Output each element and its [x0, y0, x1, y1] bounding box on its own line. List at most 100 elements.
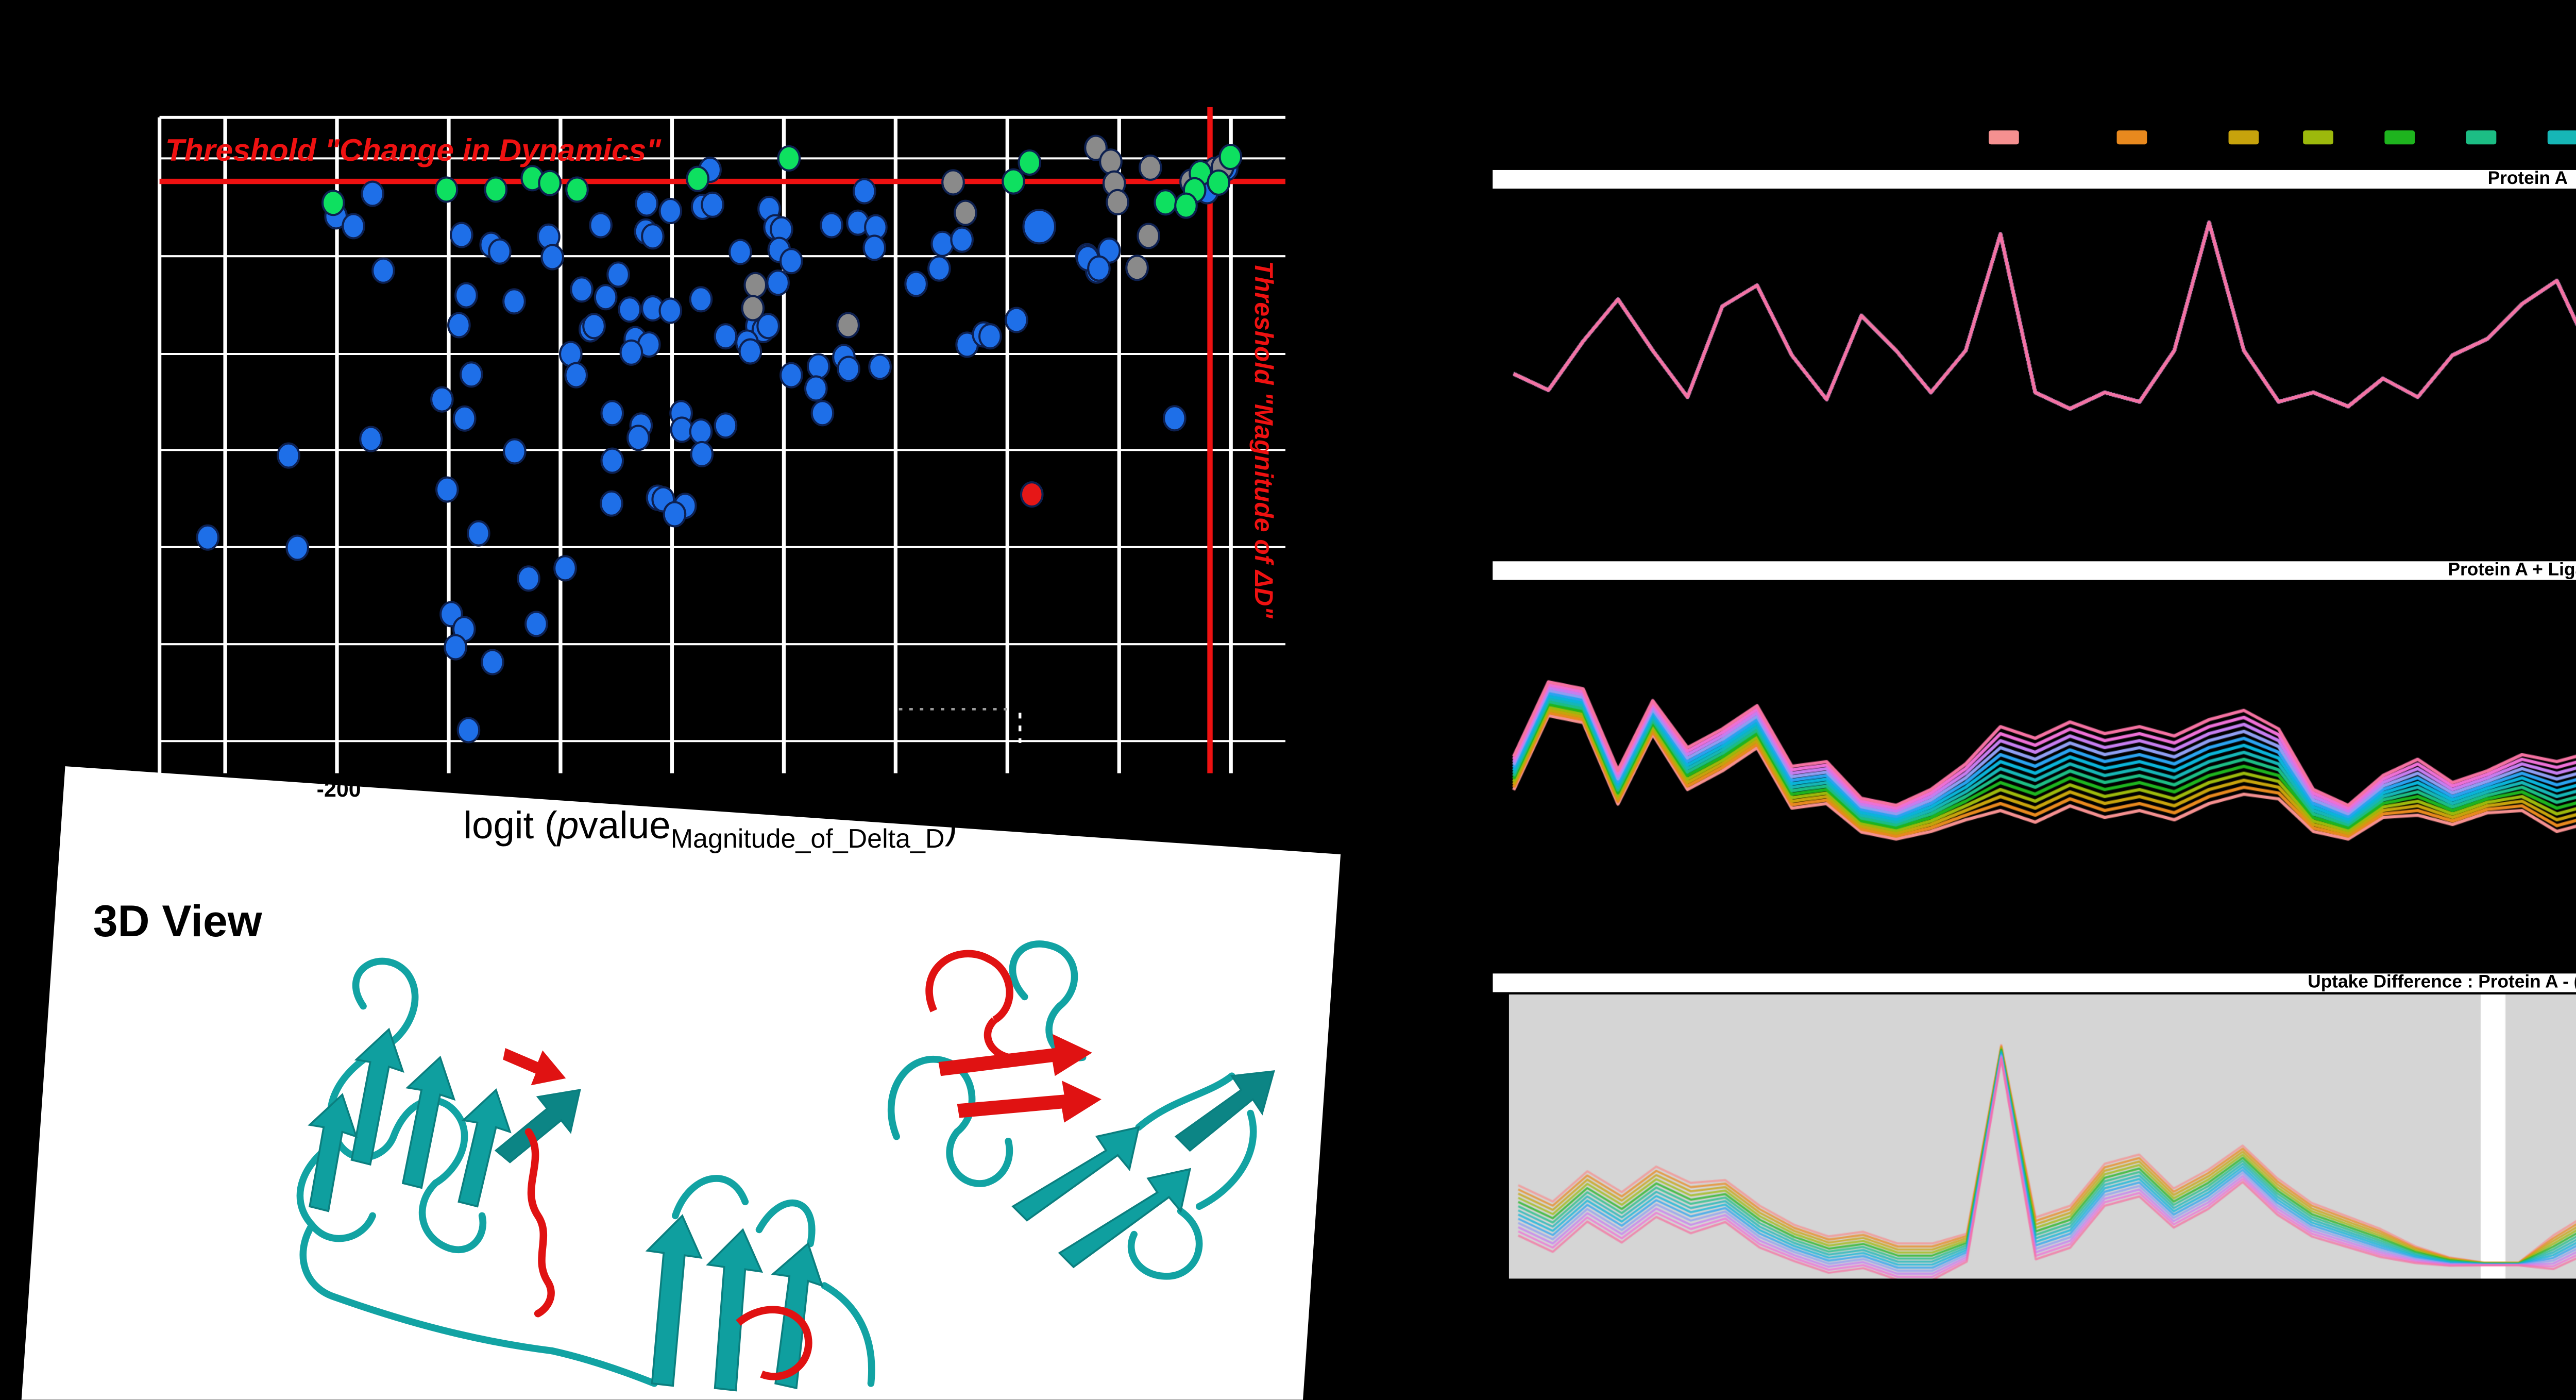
- volcano-point-b[interactable]: [779, 248, 803, 275]
- volcano-point-y[interactable]: [743, 272, 768, 298]
- volcano-point-y[interactable]: [836, 312, 860, 339]
- volcano-point-b[interactable]: [904, 271, 928, 297]
- volcano-point-b[interactable]: [196, 524, 220, 551]
- volcano-point-b[interactable]: [927, 255, 951, 282]
- volcano-point-g[interactable]: [1018, 149, 1042, 176]
- volcano-point-y[interactable]: [1137, 223, 1161, 249]
- volcano-point-b[interactable]: [728, 239, 752, 265]
- volcano-point-b[interactable]: [635, 190, 659, 217]
- uptake-difference-chart[interactable]: [1509, 992, 2576, 1279]
- legend-swatch-2[interactable]: [2116, 130, 2147, 145]
- volcano-point-b[interactable]: [1163, 405, 1187, 432]
- volcano-point-b[interactable]: [600, 447, 624, 474]
- volcano-point-b[interactable]: [589, 212, 613, 239]
- volcano-point-b[interactable]: [701, 191, 724, 218]
- volcano-point-g[interactable]: [686, 165, 709, 192]
- uptake-chart-protein-a-ligand[interactable]: [1493, 580, 2576, 969]
- volcano-point-g[interactable]: [565, 176, 589, 203]
- volcano-point-b[interactable]: [502, 288, 526, 315]
- volcano-point-b[interactable]: [553, 555, 577, 582]
- volcano-point-y[interactable]: [1139, 154, 1162, 181]
- legend-swatch-1[interactable]: [1987, 130, 2018, 145]
- volcano-plot[interactable]: [0, 0, 1397, 1399]
- volcano-point-b[interactable]: [950, 226, 974, 253]
- volcano-point-b[interactable]: [868, 353, 892, 380]
- volcano-point-g[interactable]: [321, 190, 345, 216]
- volcano-point-b[interactable]: [930, 230, 955, 257]
- volcano-point-g[interactable]: [434, 176, 459, 203]
- volcano-point-g[interactable]: [1174, 192, 1198, 219]
- volcano-point-b[interactable]: [978, 323, 1002, 350]
- volcano-point-b[interactable]: [738, 338, 762, 365]
- legend-swatch-5[interactable]: [2383, 130, 2414, 145]
- volcano-point-b[interactable]: [564, 362, 588, 389]
- volcano-point-b[interactable]: [435, 476, 459, 503]
- volcano-point-y[interactable]: [1125, 255, 1149, 281]
- volcano-point-b[interactable]: [690, 441, 714, 467]
- volcano-point-b[interactable]: [714, 412, 738, 439]
- volcano-point-g[interactable]: [777, 145, 801, 172]
- volcano-point-b[interactable]: [361, 180, 385, 207]
- volcano-point-b[interactable]: [862, 234, 887, 261]
- volcano-point-y[interactable]: [1106, 189, 1129, 215]
- volcano-point-b[interactable]: [467, 520, 490, 547]
- volcano-point-g[interactable]: [1218, 144, 1243, 171]
- volcano-point-b[interactable]: [582, 313, 606, 340]
- volcano-point-y[interactable]: [954, 199, 977, 226]
- protein-ribbon[interactable]: [198, 927, 1327, 1400]
- volcano-point-b[interactable]: [619, 339, 643, 366]
- volcano-point-b[interactable]: [806, 353, 831, 380]
- volcano-point-b[interactable]: [452, 405, 477, 432]
- legend-swatch-7[interactable]: [2546, 130, 2576, 145]
- volcano-point-b[interactable]: [285, 534, 310, 561]
- volcano-point-b[interactable]: [444, 634, 467, 661]
- volcano-point-b[interactable]: [456, 717, 481, 744]
- volcano-point-b[interactable]: [626, 425, 650, 451]
- volcano-point-b[interactable]: [606, 261, 630, 288]
- volcano-point-b[interactable]: [804, 375, 828, 402]
- volcano-point-b[interactable]: [1005, 307, 1028, 333]
- volcano-point-b[interactable]: [594, 284, 618, 311]
- volcano-point-b[interactable]: [277, 442, 300, 469]
- volcano-point-b[interactable]: [641, 223, 665, 250]
- volcano-point-b[interactable]: [503, 438, 527, 465]
- volcano-point-b[interactable]: [517, 565, 540, 592]
- volcano-point-b[interactable]: [371, 257, 395, 284]
- volcano-point-g[interactable]: [1002, 168, 1025, 195]
- volcano-point-b[interactable]: [837, 356, 860, 382]
- volcano-point-b[interactable]: [447, 312, 471, 339]
- legend-swatch-4[interactable]: [2301, 130, 2332, 145]
- volcano-point-b[interactable]: [359, 426, 383, 452]
- volcano-point-y[interactable]: [941, 169, 965, 196]
- volcano-point-b[interactable]: [460, 361, 483, 388]
- uptake-chart-protein-a[interactable]: [1493, 187, 2576, 555]
- volcano-point-b[interactable]: [689, 286, 713, 313]
- legend-swatch-3[interactable]: [2227, 130, 2258, 145]
- volcano-point-b[interactable]: [810, 400, 835, 427]
- volcano-point-b[interactable]: [756, 313, 780, 340]
- volcano-point-b[interactable]: [600, 400, 624, 427]
- volcano-point-b[interactable]: [766, 269, 790, 296]
- volcano-point-y[interactable]: [741, 295, 765, 322]
- volcano-point-r[interactable]: [1020, 481, 1044, 508]
- volcano-point-g[interactable]: [1207, 169, 1231, 196]
- volcano-point-b[interactable]: [663, 501, 687, 528]
- volcano-point-b[interactable]: [450, 222, 473, 248]
- volcano-point-b[interactable]: [600, 490, 623, 517]
- volcano-point-b[interactable]: [820, 212, 843, 239]
- volcano-point-b[interactable]: [658, 197, 683, 225]
- volcano-point-b[interactable]: [779, 362, 803, 389]
- volcano-point-b[interactable]: [852, 178, 876, 205]
- volcano-point-b[interactable]: [540, 244, 564, 271]
- volcano-point-b[interactable]: [524, 611, 548, 637]
- volcano-point-y[interactable]: [1099, 148, 1123, 175]
- volcano-point-g[interactable]: [538, 170, 562, 196]
- volcano-point-b[interactable]: [454, 282, 478, 309]
- timepoint-legend[interactable]: [1490, 121, 2576, 158]
- volcano-point-b[interactable]: [618, 296, 642, 323]
- volcano-point-b[interactable]: [714, 323, 738, 350]
- volcano-point-b[interactable]: [481, 649, 504, 676]
- volcano-point-b[interactable]: [430, 386, 454, 413]
- volcano-point-b[interactable]: [1087, 255, 1111, 282]
- volcano-point-b[interactable]: [342, 213, 365, 240]
